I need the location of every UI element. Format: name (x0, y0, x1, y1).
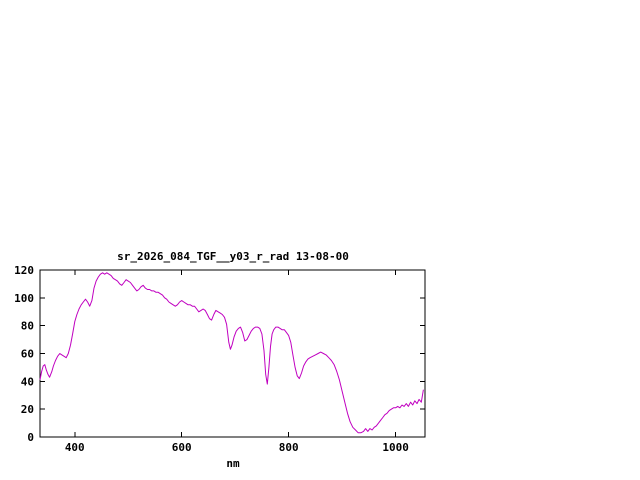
y-tick-label: 120 (14, 264, 34, 277)
x-tick-label: 400 (65, 441, 85, 454)
plot-frame (39, 269, 426, 438)
y-tick-label: 20 (21, 403, 34, 416)
x-tick-label: 600 (172, 441, 192, 454)
chart-title: sr_2026_084_TGF__y03_r_rad 13-08-00 (117, 250, 349, 263)
y-tick-label: 100 (14, 292, 34, 305)
x-tick-label: 800 (279, 441, 299, 454)
x-tick-label: 1000 (382, 441, 409, 454)
y-tick-label: 60 (21, 348, 34, 361)
y-tick-label: 0 (27, 431, 34, 444)
series-line (39, 272, 424, 434)
y-tick-label: 40 (21, 375, 34, 388)
y-tick-label: 80 (21, 320, 34, 333)
x-axis-label: nm (226, 457, 240, 470)
